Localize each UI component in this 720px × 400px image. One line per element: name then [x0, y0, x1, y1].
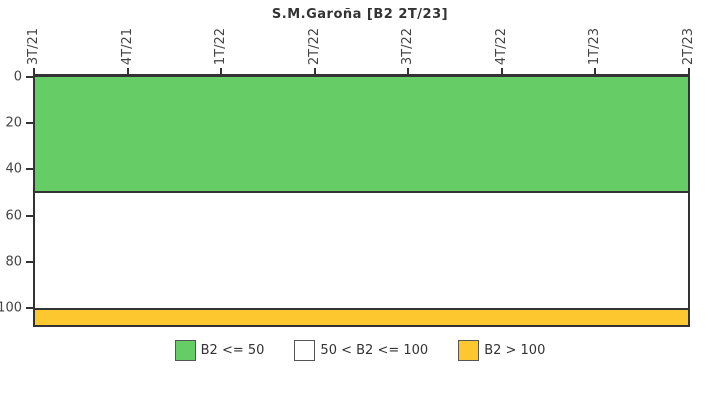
threshold-band — [35, 308, 688, 325]
legend-label: 50 < B2 <= 100 — [320, 343, 429, 358]
x-tick-mark — [33, 68, 35, 74]
x-tick-mark — [407, 68, 409, 74]
y-axis: 0 20 40 60 80 100 — [0, 70, 33, 327]
y-tick-label: 100 — [0, 300, 22, 316]
y-tick-mark — [26, 215, 33, 217]
chart-title: S.M.Garoña [B2 2T/23] — [271, 7, 449, 22]
x-axis: 3T/21 4T/21 1T/22 2T/22 3T/22 4T/22 1T/23 2T/23 — [26, 0, 696, 74]
legend-swatch — [174, 340, 196, 361]
y-tick-label: 20 — [5, 115, 22, 131]
y-tick-mark — [26, 261, 33, 263]
x-tick-label: 2T/22 — [307, 27, 322, 65]
x-tick-label: 1T/23 — [587, 27, 602, 65]
y-tick-mark — [26, 76, 33, 78]
legend-swatch — [458, 340, 480, 361]
x-tick-mark — [127, 68, 129, 74]
plot-area — [33, 74, 690, 327]
y-tick-label: 60 — [5, 208, 22, 224]
threshold-band — [35, 193, 688, 308]
x-tick-label: 4T/22 — [494, 27, 509, 65]
legend-swatch — [294, 340, 316, 361]
legend-item: B2 > 100 — [458, 340, 545, 361]
legend: B2 <= 50 50 < B2 <= 100 B2 > 100 — [0, 340, 720, 361]
legend-label: B2 > 100 — [484, 343, 546, 358]
x-tick-label: 4T/21 — [120, 27, 135, 65]
y-tick-mark — [26, 122, 33, 124]
legend-label: B2 <= 50 — [200, 343, 265, 358]
x-tick-label: 3T/21 — [26, 27, 41, 65]
x-tick-mark — [220, 68, 222, 74]
y-tick-mark — [26, 168, 33, 170]
threshold-band — [35, 77, 688, 193]
y-tick-label: 0 — [13, 69, 22, 85]
x-tick-mark — [688, 68, 690, 74]
y-tick-label: 40 — [5, 161, 22, 177]
x-tick-mark — [501, 68, 503, 74]
y-tick-label: 80 — [5, 254, 22, 270]
x-tick-mark — [594, 68, 596, 74]
x-tick-label: 2T/23 — [681, 27, 696, 65]
y-tick-mark — [26, 307, 33, 309]
legend-item: B2 <= 50 — [174, 340, 265, 361]
x-tick-label: 1T/22 — [213, 27, 228, 65]
x-tick-label: 3T/22 — [400, 27, 415, 65]
legend-item: 50 < B2 <= 100 — [294, 340, 428, 361]
x-tick-mark — [314, 68, 316, 74]
